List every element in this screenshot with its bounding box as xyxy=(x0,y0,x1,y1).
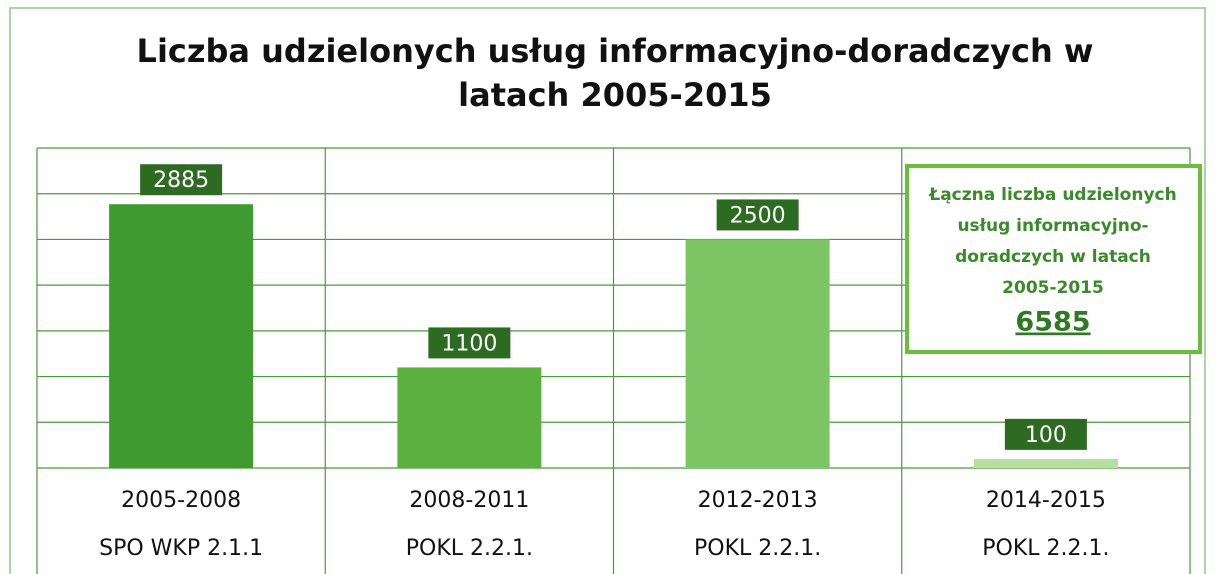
frame xyxy=(9,7,1206,574)
value-label: 100 xyxy=(1025,423,1067,448)
annotation-total: 6585 xyxy=(1015,307,1090,338)
x-tick-label: 2005-2008 xyxy=(121,488,241,513)
x-tick-label: 2012-2013 xyxy=(698,488,818,513)
value-label-box xyxy=(1004,418,1087,450)
x-tick-sublabel: POKL 2.2.1. xyxy=(694,536,821,561)
bar xyxy=(397,367,542,468)
bar xyxy=(685,239,830,468)
annotation-box xyxy=(905,164,1202,354)
annotation-text: doradczych w latach xyxy=(955,247,1151,267)
x-tick-label: 2008-2011 xyxy=(409,488,529,513)
value-label-box xyxy=(140,164,223,196)
value-label: 2885 xyxy=(153,168,209,193)
bar xyxy=(109,204,254,468)
bar xyxy=(973,458,1118,468)
value-label-box xyxy=(716,199,799,231)
x-tick-sublabel: SPO WKP 2.1.1 xyxy=(99,536,263,561)
value-label: 2500 xyxy=(730,203,786,228)
x-tick-sublabel: POKL 2.2.1. xyxy=(982,536,1109,561)
value-label-box xyxy=(428,327,511,359)
chart-title: Liczba udzielonych usług informacyjno-do… xyxy=(137,32,1094,70)
x-tick-sublabel: POKL 2.2.1. xyxy=(406,536,533,561)
value-label: 1100 xyxy=(441,331,497,356)
x-tick-label: 2014-2015 xyxy=(986,488,1106,513)
annotation-text: 2005-2015 xyxy=(1002,278,1104,298)
annotation-text: Łączna liczba udzielonych xyxy=(928,185,1176,205)
chart-title: latach 2005-2015 xyxy=(458,76,772,114)
annotation-text: usług informacyjno- xyxy=(957,216,1148,236)
